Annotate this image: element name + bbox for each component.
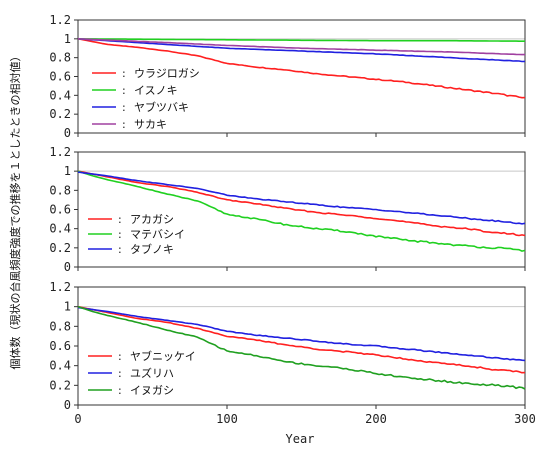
y-tick-label: 1 <box>64 164 71 178</box>
y-tick-label: 0.2 <box>49 378 71 392</box>
legend-label: タブノキ <box>130 242 174 256</box>
y-tick-label: 0 <box>64 260 71 274</box>
legend-label: イスノキ <box>134 84 178 97</box>
y-tick-label: 0.4 <box>49 222 71 236</box>
x-tick-label: 300 <box>514 412 536 426</box>
series-line-ユズリハ <box>77 306 526 362</box>
series-line-タブノキ <box>77 171 526 225</box>
y-axis-label: 個体数（現状の台風頻度強度での推移を１としたときの相対値） <box>8 51 22 370</box>
y-tick-label: 1.2 <box>49 145 71 159</box>
y-tick-label: 0.8 <box>49 319 71 333</box>
legend: : アカガシ: マテバシイ: タブノキ <box>88 213 185 256</box>
x-tick-label: 200 <box>365 412 387 426</box>
legend-label: ヤブツバキ <box>134 100 189 114</box>
legend-label: マテバシイ <box>130 228 185 241</box>
y-tick-label: 0 <box>64 126 71 140</box>
legend-colon: : <box>122 118 126 131</box>
series-line-サカキ <box>77 38 525 56</box>
legend-label: ウラジロガシ <box>134 67 200 80</box>
legend: : ヤブニッケイ: ユズリハ: イヌガシ <box>88 349 196 397</box>
legend-colon: : <box>122 101 126 114</box>
x-axis-label: Year <box>286 432 315 446</box>
legend-label: ユズリハ <box>130 366 174 380</box>
y-tick-label: 0 <box>64 398 71 412</box>
legend-colon: : <box>118 213 122 226</box>
y-tick-label: 1 <box>64 300 71 314</box>
series-line-アカガシ <box>77 170 526 237</box>
legend-label: アカガシ <box>130 213 174 226</box>
legend-colon: : <box>118 384 122 397</box>
y-tick-label: 0.8 <box>49 183 71 197</box>
y-tick-label: 1.2 <box>49 280 71 294</box>
legend-colon: : <box>122 67 126 80</box>
y-tick-label: 0.2 <box>49 241 71 255</box>
y-tick-label: 1.2 <box>49 13 71 27</box>
legend: : ウラジロガシ: イスノキ: ヤブツバキ: サカキ <box>92 67 200 131</box>
y-tick-label: 0.4 <box>49 359 71 373</box>
legend-colon: : <box>122 84 126 97</box>
panel-2: 0 0.2 0.4 0.6 0.8 1 1.2: アカガシ: マテバシイ: タブノキ <box>49 145 526 274</box>
y-tick-label: 0.6 <box>49 203 71 217</box>
x-tick-label: 100 <box>216 412 238 426</box>
legend-colon: : <box>118 350 122 363</box>
series-line-イヌガシ <box>77 305 526 390</box>
panel-3: 0 0.2 0.4 0.6 0.8 1 1.2 0 100 200 300: ヤブニッケイ: ユズリハ:… <box>49 280 536 426</box>
legend-colon: : <box>118 367 122 380</box>
legend-colon: : <box>118 243 122 256</box>
y-tick-label: 0.8 <box>49 51 71 65</box>
legend-label: サカキ <box>134 118 167 131</box>
y-tick-label: 0.6 <box>49 339 71 353</box>
x-tick-label: 0 <box>74 412 81 426</box>
y-tick-label: 0.2 <box>49 107 71 121</box>
legend-label: ヤブニッケイ <box>130 349 196 363</box>
legend-colon: : <box>118 228 122 241</box>
series-line-マテバシイ <box>77 170 526 252</box>
panel-1: 0 0.2 0.4 0.6 0.8 1 1.2: ウラジロガシ: イスノキ: ヤブツバキ: サカキ <box>49 13 526 140</box>
series-line-イスノキ <box>77 38 525 43</box>
series-line-ヤブツバキ <box>77 38 526 63</box>
y-tick-label: 0.4 <box>49 88 71 102</box>
series-line-ウラジロガシ <box>77 38 526 99</box>
series-line-ヤブニッケイ <box>77 305 526 374</box>
legend-label: イヌガシ <box>130 384 174 397</box>
y-tick-label: 0.6 <box>49 70 71 84</box>
y-tick-label: 1 <box>64 32 71 46</box>
